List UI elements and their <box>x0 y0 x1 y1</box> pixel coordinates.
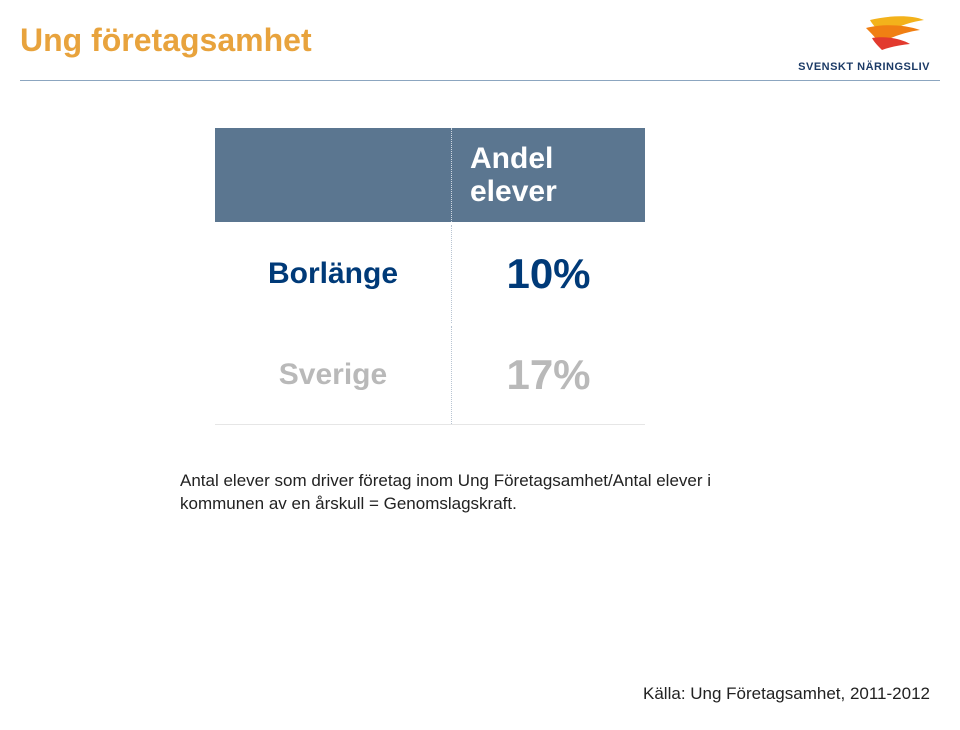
page-title: Ung företagsamhet <box>20 22 312 59</box>
title-divider <box>20 80 940 81</box>
row-label: Sverige <box>215 325 452 425</box>
row-value: 10% <box>452 224 646 325</box>
brand-logo: SVENSKT NÄRINGSLIV <box>782 14 932 73</box>
row-label: Borlänge <box>215 224 452 325</box>
table-row: Sverige 17% <box>215 325 645 425</box>
table-header-value: Andel elever <box>452 128 646 224</box>
source-text: Källa: Ung Företagsamhet, 2011-2012 <box>643 684 930 704</box>
flame-icon <box>782 14 932 62</box>
footnote-text: Antal elever som driver företag inom Ung… <box>180 470 780 516</box>
row-value: 17% <box>452 325 646 425</box>
table-row: Borlänge 10% <box>215 224 645 325</box>
brand-text: SVENSKT NÄRINGSLIV <box>782 61 930 73</box>
table-header-empty <box>215 128 452 224</box>
data-table: Andel elever Borlänge 10% Sverige 17% <box>215 128 645 425</box>
